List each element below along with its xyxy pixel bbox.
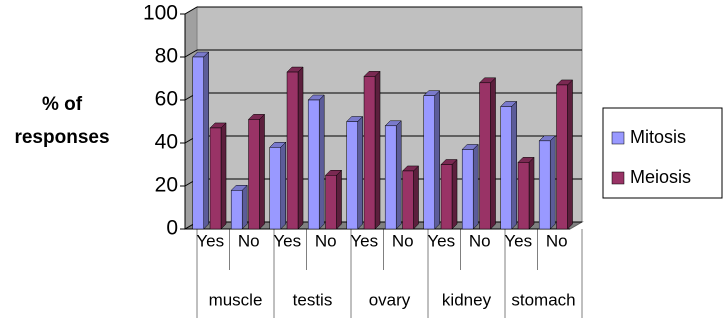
bar: [269, 141, 287, 230]
group-label: ovary: [369, 290, 411, 309]
bar: [538, 135, 556, 230]
bar-front: [192, 56, 204, 230]
group-label: kidney: [442, 290, 492, 309]
bar-side: [567, 79, 573, 230]
bar: [286, 66, 304, 230]
bar-front: [307, 99, 320, 230]
bar-side: [280, 141, 286, 230]
y-tick-label: 0: [166, 217, 178, 240]
bar-side: [220, 122, 227, 230]
bar: [192, 51, 210, 230]
y-tick-label: 40: [155, 131, 178, 154]
bar-side: [297, 66, 304, 230]
bar-front: [384, 125, 397, 230]
bar: [209, 122, 227, 230]
bar-front: [230, 190, 243, 230]
bar-front: [325, 175, 337, 230]
group-label: stomach: [511, 290, 575, 309]
bar: [555, 79, 574, 230]
bar-side: [374, 70, 381, 230]
bar-side: [318, 94, 325, 230]
bar-front: [209, 127, 222, 230]
bar-side: [490, 77, 496, 230]
bar: [461, 143, 479, 230]
bar-front: [286, 71, 299, 230]
legend-swatch: [611, 171, 625, 185]
grid-line: [184, 6, 198, 15]
bar: [478, 77, 497, 230]
bar-side: [549, 135, 556, 230]
bar-front: [346, 121, 358, 230]
group-label: muscle: [209, 290, 263, 309]
bar-front: [248, 119, 260, 230]
y-tick-label: 80: [155, 45, 178, 68]
legend-label: Meiosis: [630, 167, 691, 187]
bar: [384, 120, 402, 230]
bar-front: [461, 149, 474, 230]
x-tick-label: Yes: [504, 231, 532, 250]
bar: [230, 184, 248, 230]
bar: [247, 113, 266, 230]
bar: [346, 115, 364, 230]
bar-front: [363, 76, 376, 230]
legend-label: Mitosis: [630, 127, 686, 147]
bar-front: [479, 82, 491, 230]
x-tick-label: No: [392, 231, 414, 250]
bar-front: [440, 164, 453, 230]
bar-side: [434, 90, 440, 230]
bar: [401, 165, 420, 230]
x-tick-label: Yes: [350, 231, 378, 250]
y-axis-label: responses: [14, 127, 109, 148]
bar: [307, 94, 325, 230]
bar-side: [241, 184, 248, 230]
bar: [517, 156, 535, 230]
y-tick-label: 100: [143, 2, 178, 25]
bar-side: [528, 156, 535, 230]
bar-side: [336, 169, 342, 230]
bar-side: [259, 113, 265, 230]
x-tick-label: No: [315, 231, 337, 250]
bar-side: [413, 165, 419, 230]
bar-front: [423, 95, 435, 230]
bar: [440, 158, 458, 230]
bar-side: [511, 100, 517, 230]
y-tick-label: 20: [155, 174, 178, 197]
bar: [363, 70, 381, 230]
x-tick-label: Yes: [196, 231, 224, 250]
bar: [324, 169, 343, 230]
bar-side: [395, 120, 402, 230]
bar-front: [402, 170, 414, 230]
grid-line: [184, 49, 198, 58]
x-tick-label: Yes: [427, 231, 455, 250]
bar-side: [451, 158, 458, 230]
bar-side: [203, 51, 209, 230]
x-tick-label: No: [469, 231, 491, 250]
bar-front: [538, 140, 551, 230]
x-tick-label: No: [238, 231, 260, 250]
y-axis-label: % of: [42, 94, 83, 115]
y-tick-label: 60: [155, 88, 178, 111]
bar-side: [357, 115, 363, 230]
bar-front: [556, 84, 568, 230]
x-tick-label: No: [546, 231, 568, 250]
legend-swatch: [611, 131, 625, 145]
bar: [423, 90, 441, 230]
x-tick-label: Yes: [273, 231, 301, 250]
bar-side: [472, 143, 479, 230]
bar-front: [269, 147, 281, 230]
bar: [500, 100, 518, 230]
bar-front: [500, 106, 512, 230]
group-label: testis: [293, 290, 333, 309]
bar-front: [517, 162, 530, 230]
